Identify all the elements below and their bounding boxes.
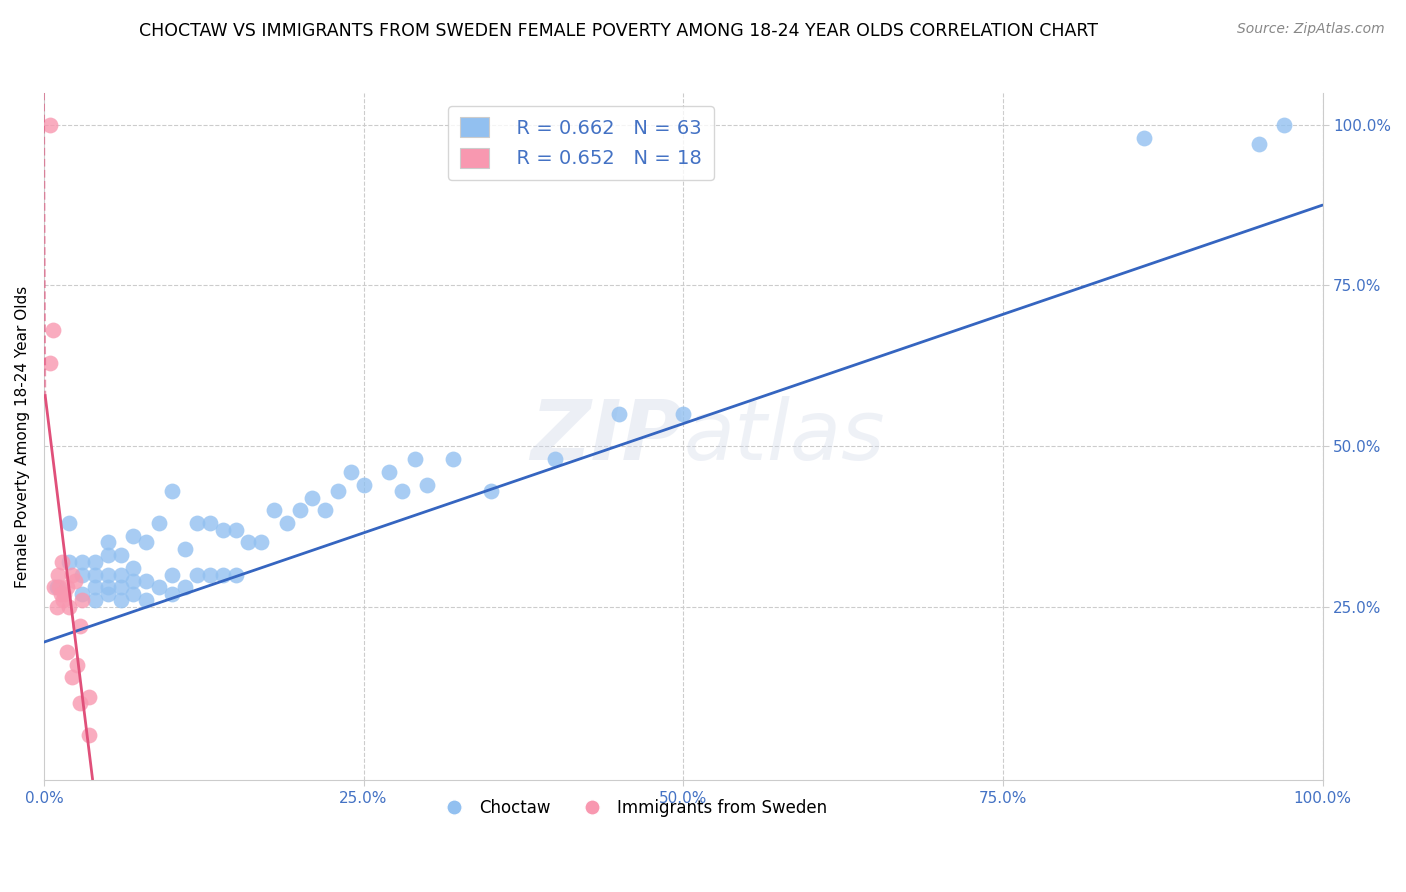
Point	[84, 567, 107, 582]
Point	[416, 477, 439, 491]
Point	[314, 503, 336, 517]
Point	[160, 567, 183, 582]
Point	[77, 690, 100, 704]
Point	[148, 581, 170, 595]
Point	[672, 407, 695, 421]
Point	[97, 567, 120, 582]
Point	[198, 567, 221, 582]
Point	[97, 549, 120, 563]
Point	[110, 593, 132, 607]
Point	[607, 407, 630, 421]
Point	[263, 503, 285, 517]
Point	[122, 561, 145, 575]
Point	[69, 619, 91, 633]
Point	[212, 567, 235, 582]
Point	[122, 529, 145, 543]
Point	[60, 670, 83, 684]
Point	[110, 581, 132, 595]
Point	[173, 581, 195, 595]
Point	[135, 574, 157, 588]
Point	[70, 593, 93, 607]
Point	[544, 452, 567, 467]
Point	[97, 581, 120, 595]
Point	[122, 587, 145, 601]
Text: CHOCTAW VS IMMIGRANTS FROM SWEDEN FEMALE POVERTY AMONG 18-24 YEAR OLDS CORRELATI: CHOCTAW VS IMMIGRANTS FROM SWEDEN FEMALE…	[139, 22, 1098, 40]
Point	[378, 465, 401, 479]
Point	[56, 645, 79, 659]
Point	[84, 581, 107, 595]
Point	[301, 491, 323, 505]
Point	[45, 599, 67, 614]
Point	[42, 323, 65, 337]
Point	[225, 523, 247, 537]
Point	[58, 516, 80, 531]
Point	[51, 555, 73, 569]
Point	[186, 567, 208, 582]
Legend: Choctaw, Immigrants from Sweden: Choctaw, Immigrants from Sweden	[430, 792, 834, 823]
Point	[46, 567, 69, 582]
Point	[69, 696, 91, 710]
Point	[481, 484, 503, 499]
Point	[63, 574, 86, 588]
Point	[238, 535, 260, 549]
Point	[198, 516, 221, 531]
Point	[70, 587, 93, 601]
Point	[212, 523, 235, 537]
Point	[173, 541, 195, 556]
Point	[77, 728, 100, 742]
Point	[39, 118, 62, 132]
Point	[353, 477, 375, 491]
Point	[39, 355, 62, 369]
Point	[53, 587, 76, 601]
Point	[135, 593, 157, 607]
Point	[70, 555, 93, 569]
Point	[110, 549, 132, 563]
Text: Source: ZipAtlas.com: Source: ZipAtlas.com	[1237, 22, 1385, 37]
Point	[339, 465, 361, 479]
Point	[186, 516, 208, 531]
Point	[326, 484, 349, 499]
Point	[276, 516, 298, 531]
Point	[135, 535, 157, 549]
Point	[97, 587, 120, 601]
Point	[84, 593, 107, 607]
Point	[1247, 136, 1270, 151]
Point	[391, 484, 413, 499]
Point	[441, 452, 464, 467]
Point	[49, 587, 72, 601]
Point	[1272, 118, 1295, 132]
Point	[160, 484, 183, 499]
Point	[160, 587, 183, 601]
Point	[97, 535, 120, 549]
Point	[58, 599, 80, 614]
Point	[52, 593, 75, 607]
Point	[48, 581, 70, 595]
Point	[288, 503, 311, 517]
Point	[42, 581, 65, 595]
Point	[70, 567, 93, 582]
Point	[1132, 130, 1154, 145]
Point	[60, 567, 83, 582]
Point	[225, 567, 247, 582]
Point	[84, 555, 107, 569]
Point	[58, 555, 80, 569]
Point	[250, 535, 273, 549]
Point	[110, 567, 132, 582]
Point	[56, 581, 79, 595]
Point	[404, 452, 426, 467]
Point	[148, 516, 170, 531]
Point	[66, 657, 89, 672]
Point	[45, 581, 67, 595]
Point	[122, 574, 145, 588]
Y-axis label: Female Poverty Among 18-24 Year Olds: Female Poverty Among 18-24 Year Olds	[15, 285, 30, 588]
Text: ZIP: ZIP	[530, 396, 683, 477]
Text: atlas: atlas	[683, 396, 884, 477]
